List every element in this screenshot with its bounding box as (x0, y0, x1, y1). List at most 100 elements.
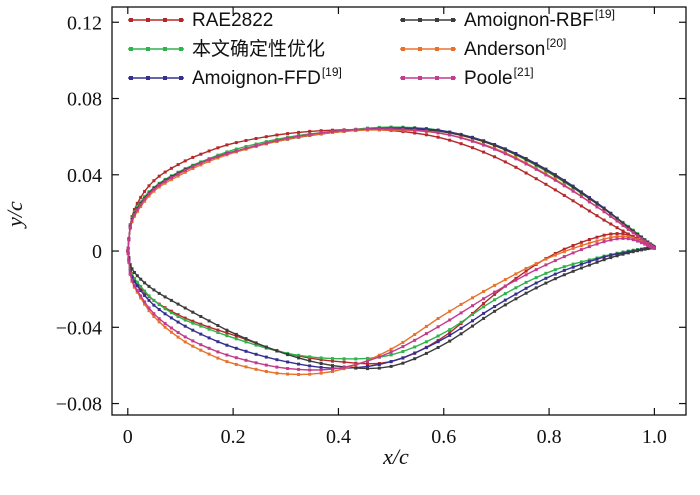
data-point (534, 262, 538, 266)
data-point (183, 168, 187, 172)
legend-swatch-marker (401, 47, 405, 51)
data-point (254, 142, 258, 146)
data-point (183, 170, 187, 174)
data-point (448, 318, 452, 322)
data-point (413, 333, 417, 336)
data-point (609, 232, 613, 236)
data-point (424, 340, 428, 344)
data-point (132, 284, 136, 288)
data-point (147, 284, 151, 288)
legend-swatch-marker (129, 18, 133, 22)
data-point (319, 371, 323, 375)
data-point (595, 235, 599, 239)
data-point (234, 356, 238, 360)
data-point (139, 277, 143, 281)
data-point (436, 346, 440, 349)
data-point (183, 335, 187, 339)
legend-swatch-marker (146, 18, 150, 22)
plot-frame (111, 6, 687, 416)
data-point (234, 334, 238, 338)
data-point (595, 239, 599, 243)
legend-swatch-marker (451, 76, 455, 80)
data-point (331, 130, 334, 133)
legend-swatch-marker (401, 76, 405, 80)
data-point (401, 340, 405, 344)
data-point (275, 371, 279, 375)
data-point (342, 360, 346, 364)
data-point (169, 178, 173, 182)
data-point (207, 325, 211, 329)
x-tick-label: 1.0 (642, 426, 667, 448)
legend-swatch-marker (435, 47, 439, 51)
data-point (587, 258, 591, 262)
data-point (471, 324, 474, 328)
data-point (471, 146, 474, 150)
data-point (503, 298, 507, 302)
data-point (207, 149, 211, 153)
data-point (609, 222, 613, 226)
data-point (297, 134, 301, 138)
data-point (524, 171, 528, 175)
data-point (587, 260, 591, 264)
data-point (544, 263, 548, 267)
data-point (424, 346, 428, 350)
data-point (514, 292, 518, 296)
data-point (553, 174, 557, 178)
data-point (514, 286, 518, 290)
data-point (587, 197, 591, 200)
data-point (163, 307, 167, 311)
data-point (493, 309, 497, 313)
data-point (319, 368, 323, 372)
data-point (448, 333, 452, 337)
data-point (244, 358, 248, 362)
data-point (524, 291, 528, 295)
data-point (244, 145, 248, 148)
data-point (595, 242, 599, 246)
data-point (562, 193, 566, 197)
data-point (354, 357, 358, 361)
data-point (130, 267, 134, 271)
data-point (615, 226, 619, 230)
data-point (493, 292, 497, 296)
data-point (319, 131, 323, 135)
data-point (389, 364, 393, 368)
data-point (615, 235, 619, 238)
series-layer (126, 125, 656, 376)
data-point (482, 140, 486, 144)
data-point (286, 132, 290, 136)
data-point (524, 269, 528, 273)
legend-swatch-marker (146, 47, 150, 51)
data-point (199, 343, 203, 347)
legend-item-4: Amoignon-RBF[19] (400, 7, 615, 31)
data-point (152, 189, 156, 193)
data-point (493, 283, 497, 287)
y-tick-label: 0.08 (67, 89, 102, 111)
data-point (503, 152, 507, 156)
axis-ticks: 0 0.2 0.4 0.6 0.8 1.0 −0.08 −0.04 0 0.04 0.08 0.12 (56, 7, 686, 448)
data-point (366, 356, 369, 360)
data-point (139, 289, 143, 292)
data-point (436, 131, 440, 135)
data-point (524, 273, 528, 277)
data-point (191, 167, 195, 170)
data-point (308, 132, 312, 136)
legend-label: Poole[21] (464, 65, 534, 89)
data-point (587, 238, 591, 241)
data-point (308, 359, 312, 363)
data-point (514, 152, 518, 156)
legend-swatch-marker (179, 76, 183, 80)
data-point (275, 365, 279, 369)
data-point (286, 353, 290, 357)
data-point (163, 322, 167, 325)
data-point (225, 331, 229, 335)
data-point (135, 210, 139, 214)
data-point (571, 246, 575, 250)
data-point (621, 232, 625, 236)
data-point (621, 221, 625, 225)
data-point (366, 365, 369, 368)
data-point (493, 147, 497, 151)
data-point (534, 281, 538, 285)
data-point (191, 310, 195, 314)
data-point (147, 194, 151, 198)
